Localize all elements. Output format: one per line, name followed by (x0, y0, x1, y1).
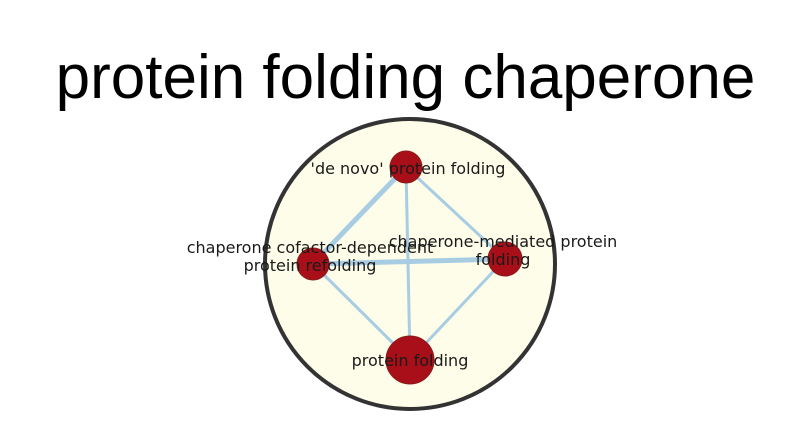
node-label-line: folding (476, 250, 531, 269)
edge-de-novo-cofactor (310, 164, 409, 267)
node-de-novo[interactable] (389, 150, 423, 184)
labels-group: 'de novo' protein folding chaperone cofac… (187, 159, 618, 370)
cluster-circle (263, 117, 557, 411)
edge-de-novo-mediated (404, 165, 507, 261)
nodes-group (296, 150, 523, 385)
node-label-cofactor: chaperone cofactor-dependent protein refo… (187, 238, 434, 275)
node-folding[interactable] (385, 335, 435, 385)
node-label-line: chaperone-mediated protein (389, 232, 618, 251)
node-label-mediated: chaperone-mediated protein folding (389, 232, 618, 269)
node-label-line: protein refolding (244, 256, 377, 275)
edge-cofactor-mediated (310, 256, 508, 267)
node-label-line: 'de novo' protein folding (311, 159, 506, 178)
node-label-line: protein folding (352, 351, 469, 370)
node-label-line: chaperone cofactor-dependent (187, 238, 434, 257)
node-label-folding: protein folding (352, 351, 469, 370)
node-mediated[interactable] (487, 241, 523, 277)
diagram-title: protein folding chaperone (55, 43, 756, 112)
node-label-de-novo: 'de novo' protein folding (311, 159, 506, 178)
node-cofactor[interactable] (296, 247, 330, 281)
